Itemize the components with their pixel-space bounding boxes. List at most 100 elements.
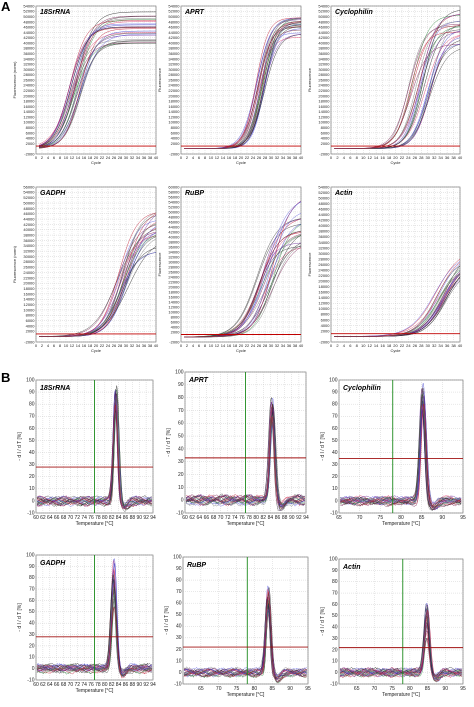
x-tick-label: 65 [198, 686, 204, 692]
y-tick-label: 14000 [23, 297, 35, 302]
x-tick-label: 28 [118, 155, 123, 160]
chart-title: RuBP [185, 190, 204, 197]
y-tick-label: 40000 [23, 227, 35, 232]
x-tick-label: 28 [419, 155, 424, 160]
y-tick-label: 60 [176, 601, 182, 607]
y-tick-label: 4000 [26, 136, 36, 141]
y-tick-label: 48000 [168, 214, 180, 219]
x-tick-label: 20 [239, 343, 244, 348]
y-tick-label: 14000 [318, 109, 330, 114]
x-axis-label: Cycle [91, 348, 102, 353]
y-tick-label: 10000 [168, 309, 180, 314]
x-tick-label: 6 [53, 155, 56, 160]
y-tick-label: 24000 [23, 83, 35, 88]
y-tick-label: 40000 [318, 40, 330, 45]
y-tick-label: 70 [29, 414, 35, 420]
melt-curve [340, 609, 462, 679]
y-tick-label: -10 [27, 510, 34, 516]
x-tick-label: 68 [61, 515, 67, 521]
chart-title: Actin [334, 190, 353, 197]
y-tick-label: 52000 [168, 204, 180, 209]
y-tick-label: 14000 [168, 109, 180, 114]
y-tick-label: 56000 [23, 184, 35, 189]
y-tick-label: 26000 [23, 77, 35, 82]
y-tick-label: 42000 [23, 35, 35, 40]
y-tick-label: 100 [173, 554, 182, 560]
x-tick-label: 2 [336, 343, 339, 348]
x-tick-label: 2 [336, 155, 339, 160]
x-tick-label: 64 [47, 682, 53, 688]
x-tick-label: 80 [252, 686, 258, 692]
x-tick-label: 36 [287, 343, 292, 348]
melt-curve [340, 387, 462, 510]
y-tick-label: -2000 [319, 339, 330, 344]
y-tick-label: 38000 [23, 233, 35, 238]
x-tick-label: 66 [54, 515, 60, 521]
y-tick-label: 46000 [168, 25, 180, 30]
y-tick-label: 48000 [23, 206, 35, 211]
y-tick-label: 44000 [318, 212, 330, 217]
chart-b-aprt: 60 62 64 66 68 70 72 74 76 78 80 82 84 86 88 90 92 94-100… [166, 369, 309, 527]
x-tick-label: 85 [419, 515, 425, 521]
x-tick-label: 26 [112, 343, 117, 348]
y-tick-label: 12000 [23, 302, 35, 307]
x-tick-label: 32 [130, 155, 135, 160]
x-tick-label: 34 [136, 155, 141, 160]
y-tick-label: 40 [29, 621, 35, 627]
x-tick-label: 24 [106, 343, 111, 348]
y-tick-label: 18000 [23, 286, 35, 291]
chart-a-aprt: 0 2 4 6 8 10 12 14 16 18 20 22 24 26 28 30 32 34 36 38 40-20… [157, 3, 304, 165]
y-tick-label: 54000 [23, 190, 35, 195]
y-tick-label: 80 [332, 579, 338, 585]
y-tick-label: 44000 [23, 216, 35, 221]
y-tick-label: 52000 [23, 9, 35, 14]
y-tick-label: 4000 [171, 136, 181, 141]
x-tick-label: 60 [33, 682, 39, 688]
x-tick-label: 22 [100, 155, 105, 160]
x-tick-label: 80 [398, 515, 404, 521]
y-tick-label: 46000 [318, 207, 330, 212]
x-tick-label: 40 [154, 343, 159, 348]
chart-b-gadph: 60 62 64 66 68 70 72 74 76 78 80 82 84 86 88 90 92 94-100… [17, 552, 156, 694]
x-tick-label: 2 [186, 155, 189, 160]
x-tick-label: 76 [88, 515, 94, 521]
melt-curve [339, 607, 462, 678]
x-tick-label: 60 [182, 515, 188, 521]
panel-letter-a: A [1, 0, 11, 14]
y-tick-label: 20 [332, 647, 338, 653]
x-tick-label: 36 [142, 155, 147, 160]
melt-curve [184, 608, 307, 678]
x-tick-label: 62 [40, 515, 46, 521]
x-tick-label: 34 [281, 343, 286, 348]
y-tick-label: 20 [29, 643, 35, 649]
x-tick-label: 94 [150, 682, 156, 688]
chart-b-cyclophilin: 65 70 75 80 85 90 95 -10 0 10 20 30 40 50 60 70 80 90 100 T… [320, 377, 466, 527]
x-tick-label: 12 [70, 343, 75, 348]
chart-b-18srrna: 60 62 64 66 68 70 72 74 76 78 80 82 84 86 88 90 92 94-100… [17, 377, 156, 527]
y-tick-label: -10 [330, 510, 337, 516]
x-axis-label: Cycle [236, 160, 247, 165]
x-tick-label: 36 [445, 343, 450, 348]
amplification-curve [184, 232, 302, 338]
melt-curve [339, 616, 462, 680]
y-tick-label: 70 [176, 589, 182, 595]
plot-area [338, 558, 464, 685]
amplification-curve [38, 28, 156, 149]
x-tick-label: 28 [118, 343, 123, 348]
y-tick-label: 40000 [168, 40, 180, 45]
x-tick-label: 8 [204, 155, 207, 160]
y-tick-label: 2000 [321, 141, 331, 146]
y-tick-label: 28000 [318, 256, 330, 261]
y-axis-label: - d I / d T [%] [320, 432, 326, 461]
y-tick-label: 12000 [318, 301, 330, 306]
x-tick-label: 88 [282, 515, 288, 521]
x-tick-label: 22 [100, 343, 105, 348]
y-tick-label: 80 [29, 575, 35, 581]
x-tick-label: 80 [102, 682, 108, 688]
y-axis-label: Fluorescence [157, 67, 162, 92]
x-tick-label: 30 [124, 155, 129, 160]
melt-curve [183, 598, 307, 680]
x-tick-label: 94 [303, 515, 309, 521]
x-tick-label: 20 [393, 155, 398, 160]
y-tick-label: 56000 [168, 194, 180, 199]
